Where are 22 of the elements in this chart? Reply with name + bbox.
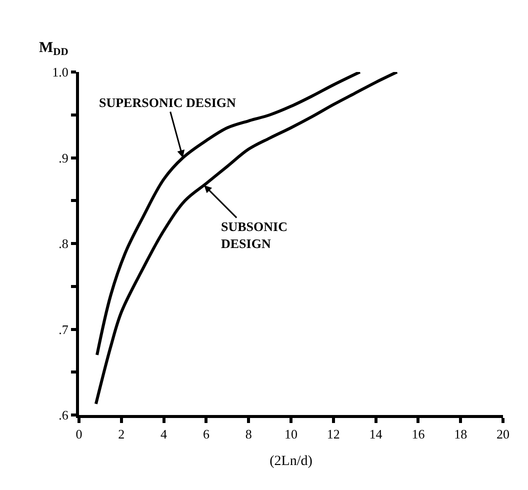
line-series: [96, 72, 362, 356]
y-tick-label: .7: [58, 322, 69, 337]
annotation: SUPERSONIC DESIGN: [99, 95, 237, 110]
y-tick-label: .8: [58, 236, 68, 252]
line-series: [94, 72, 398, 406]
x-tick-label: 16: [412, 426, 426, 442]
x-tick-label: 10: [284, 426, 298, 442]
x-tick-label: 18: [454, 426, 468, 442]
y-tick-label: 1.0: [52, 64, 68, 80]
x-axis-title: (2Ln/d): [270, 454, 313, 469]
x-tick-label: 4: [160, 426, 168, 442]
x-tick-label: 14: [369, 426, 383, 442]
x-tick-label: 12: [326, 426, 340, 442]
y-tick-label: .6: [58, 408, 69, 423]
y-axis-title: M$_{DD}$: [39, 40, 69, 58]
x-tick-label: 8: [245, 426, 252, 442]
x-tick-label: 2: [118, 426, 125, 442]
x-tick-label: 20: [496, 426, 510, 442]
y-tick-label: .9: [58, 150, 68, 166]
annotation: SUBSONIC DESIGN: [221, 219, 288, 251]
x-tick-label: 0: [76, 426, 82, 442]
x-tick-label: 6: [202, 426, 210, 442]
